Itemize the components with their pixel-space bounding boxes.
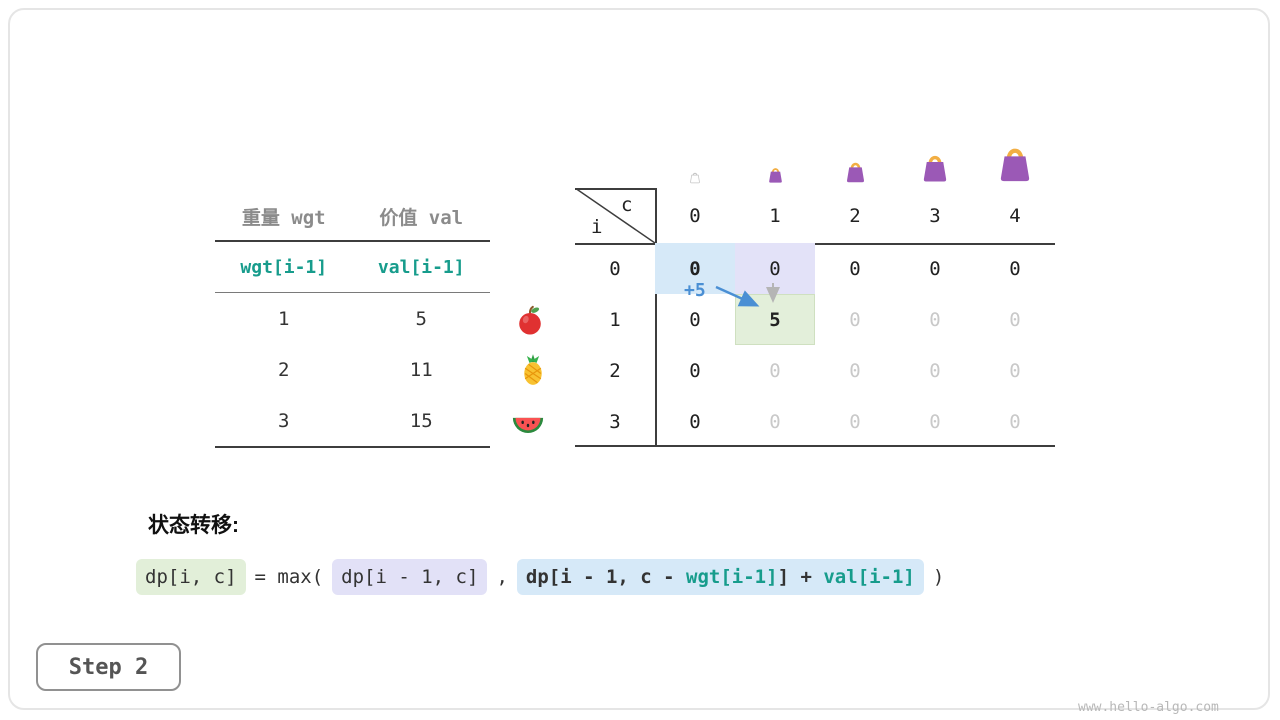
col-label-1: 1	[769, 204, 781, 227]
corner-diagonal-line	[575, 188, 655, 243]
weight-column-header: 重量 wgt	[241, 207, 326, 229]
value-column-header: 价值 val	[379, 207, 464, 229]
formula-equals: = max(	[254, 566, 324, 588]
step-badge: Step 2	[36, 643, 181, 691]
col-label-0: 0	[689, 204, 701, 227]
dp-cell-0-4: 0	[1009, 257, 1021, 280]
col-label-2: 2	[849, 204, 861, 227]
row-label-2: 2	[609, 359, 621, 382]
watermark: www.hello-algo.com	[1078, 700, 1219, 715]
item-row-2: 2 11	[215, 344, 490, 395]
plus-value-annotation: +5	[684, 280, 706, 301]
watermelon-icon	[512, 408, 544, 442]
bag-capacity-4-icon	[975, 143, 1055, 188]
formula-option2-prefix: dp[i - 1, c -	[525, 566, 687, 588]
corner-top-line	[575, 188, 655, 190]
row-label-3: 3	[609, 410, 621, 433]
val-formula: val[i-1]	[377, 256, 465, 278]
dp-cell-3-1: 0	[769, 410, 781, 433]
dp-cell-2-0: 0	[689, 359, 701, 382]
formula-comma: ,	[496, 566, 508, 588]
header-underline	[575, 243, 1055, 245]
row-label-0: 0	[609, 257, 621, 280]
bag-capacity-3-icon	[895, 143, 975, 188]
col-label-3: 3	[929, 204, 941, 227]
item-row-1: 1 5	[215, 293, 490, 344]
row-variable-label: i	[591, 216, 603, 238]
add-value-arrow	[715, 285, 760, 307]
table-bottom-line	[575, 445, 1055, 447]
dp-cell-3-3: 0	[929, 410, 941, 433]
item-1-weight: 1	[278, 307, 290, 330]
dp-cell-3-2: 0	[849, 410, 861, 433]
items-table-header: 重量 wgt 价值 val	[215, 193, 490, 240]
dp-cell-3-4: 0	[1009, 410, 1021, 433]
bag-capacity-1-icon	[735, 143, 815, 188]
dp-cell-1-3: 0	[929, 308, 941, 331]
dp-cell-2-3: 0	[929, 359, 941, 382]
capacity-icons-row	[655, 143, 1055, 188]
wgt-formula: wgt[i-1]	[240, 256, 328, 278]
dp-cell-2-4: 0	[1009, 359, 1021, 382]
dp-cell-2-1: 0	[769, 359, 781, 382]
formula-option2-wgt: wgt[i-1]	[686, 566, 778, 588]
divider	[215, 240, 490, 242]
dp-cell-0-0: 0	[655, 243, 735, 294]
dp-cell-0-3: 0	[929, 257, 941, 280]
formula-option2-val: val[i-1]	[823, 566, 915, 588]
dp-cell-1-2: 0	[849, 308, 861, 331]
divider	[215, 446, 490, 448]
transition-arrows	[715, 283, 780, 307]
formula-option2: dp[i - 1, c - wgt[i-1]] + val[i-1]	[516, 559, 924, 595]
item-row-3: 3 15	[215, 395, 490, 446]
divider	[215, 292, 490, 293]
formula-close-paren: )	[932, 566, 945, 588]
apple-icon	[514, 303, 546, 337]
dp-cell-0-2: 0	[849, 257, 861, 280]
bag-capacity-0-icon	[655, 143, 735, 188]
dp-row-2: 2 0 0 0 0 0	[575, 345, 1055, 396]
dp-row-0: 0 0 0 0 0 0	[575, 243, 1055, 294]
row-label-divider	[655, 188, 657, 447]
dp-cell-3-0: 0	[689, 410, 701, 433]
item-2-value: 11	[409, 358, 433, 381]
formula-option1: dp[i - 1, c]	[332, 559, 488, 595]
formula-option2-middle: ] +	[777, 566, 824, 588]
column-variable-label: c	[621, 194, 633, 216]
item-1-value: 5	[415, 307, 427, 330]
item-3-value: 15	[409, 409, 433, 432]
dp-row-3: 3 0 0 0 0 0	[575, 396, 1055, 447]
pineapple-icon	[517, 353, 549, 387]
row-label-1: 1	[609, 308, 621, 331]
dp-cell-1-0: 0	[689, 308, 701, 331]
dp-cell-1-4: 0	[1009, 308, 1021, 331]
col-label-4: 4	[1009, 204, 1021, 227]
item-2-weight: 2	[278, 358, 290, 381]
dp-cell-0-1: 0	[735, 243, 815, 294]
transition-formula: dp[i, c] = max( dp[i - 1, c] , dp[i - 1,…	[136, 559, 944, 595]
transition-title: 状态转移:	[148, 514, 239, 537]
items-table-formula-row: wgt[i-1] val[i-1]	[215, 242, 490, 292]
formula-lhs: dp[i, c]	[136, 559, 246, 595]
dp-column-labels: 0 1 2 3 4	[655, 188, 1055, 243]
item-3-weight: 3	[278, 409, 290, 432]
items-table: 重量 wgt 价值 val wgt[i-1] val[i-1] 1 5 2 11…	[215, 193, 490, 448]
dp-table: c i 0 1 2 3 4 0 0 0 0 0 0 1 0 5 0 0 0 2 …	[575, 143, 1055, 455]
bag-capacity-2-icon	[815, 143, 895, 188]
dp-cell-2-2: 0	[849, 359, 861, 382]
